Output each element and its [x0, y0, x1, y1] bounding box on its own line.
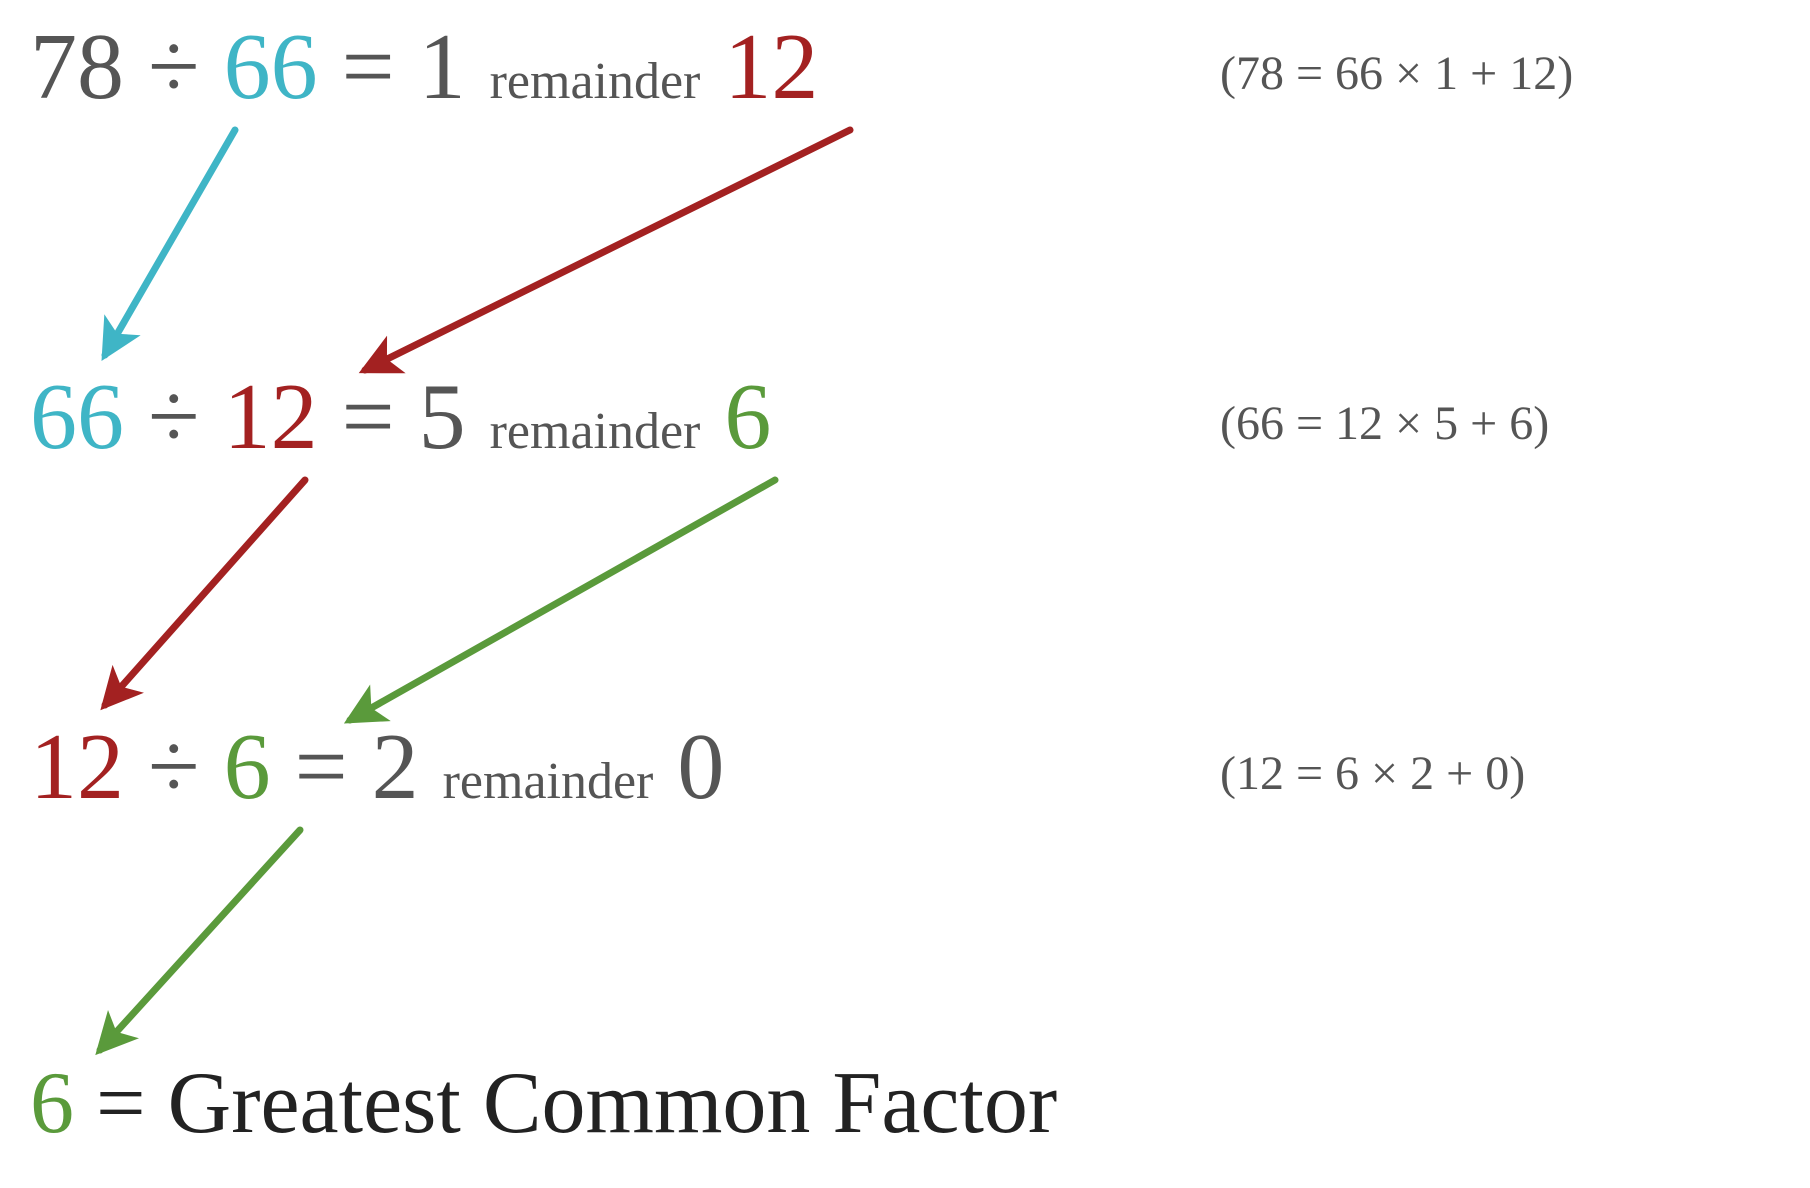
flow-arrow: [365, 130, 850, 370]
step1-quotient: 1: [419, 20, 466, 114]
step-row-2: 66 ÷ 12 = 5 remainder 6: [30, 370, 771, 464]
step-row-3: 12 ÷ 6 = 2 remainder 0: [30, 720, 724, 814]
result-row: 6 = Greatest Common Factor: [30, 1060, 1057, 1148]
step2-dividend: 66: [30, 370, 124, 464]
arrows-overlay: [0, 0, 1810, 1188]
flow-arrow: [105, 480, 305, 705]
step2-remainder: 6: [724, 370, 771, 464]
step2-divisor: 12: [224, 370, 318, 464]
result-value: 6: [30, 1060, 74, 1148]
step2-quotient: 5: [419, 370, 466, 464]
remainder-word: remainder: [490, 56, 701, 108]
step3-divisor: 6: [224, 720, 271, 814]
step1-divisor: 66: [224, 20, 318, 114]
divide-sign: ÷: [148, 370, 200, 464]
step3-paren: (12 = 6 × 2 + 0): [1220, 750, 1525, 798]
remainder-word: remainder: [443, 756, 654, 808]
euclid-diagram: 78 ÷ 66 = 1 remainder 12 (78 = 66 × 1 + …: [0, 0, 1810, 1188]
divide-sign: ÷: [148, 720, 200, 814]
equals-sign: =: [342, 20, 395, 114]
result-label: Greatest Common Factor: [168, 1060, 1058, 1148]
result-equals: =: [96, 1060, 146, 1148]
step-row-1: 78 ÷ 66 = 1 remainder 12: [30, 20, 818, 114]
equals-sign: =: [342, 370, 395, 464]
step3-quotient: 2: [372, 720, 419, 814]
step1-remainder: 12: [724, 20, 818, 114]
divide-sign: ÷: [148, 20, 200, 114]
step1-dividend: 78: [30, 20, 124, 114]
step1-paren: (78 = 66 × 1 + 12): [1220, 50, 1573, 98]
equals-sign: =: [295, 720, 348, 814]
flow-arrow: [105, 130, 235, 355]
step2-paren: (66 = 12 × 5 + 6): [1220, 400, 1549, 448]
flow-arrow: [100, 830, 300, 1050]
flow-arrow: [350, 480, 775, 720]
step3-dividend: 12: [30, 720, 124, 814]
remainder-word: remainder: [490, 406, 701, 458]
step3-remainder: 0: [677, 720, 724, 814]
